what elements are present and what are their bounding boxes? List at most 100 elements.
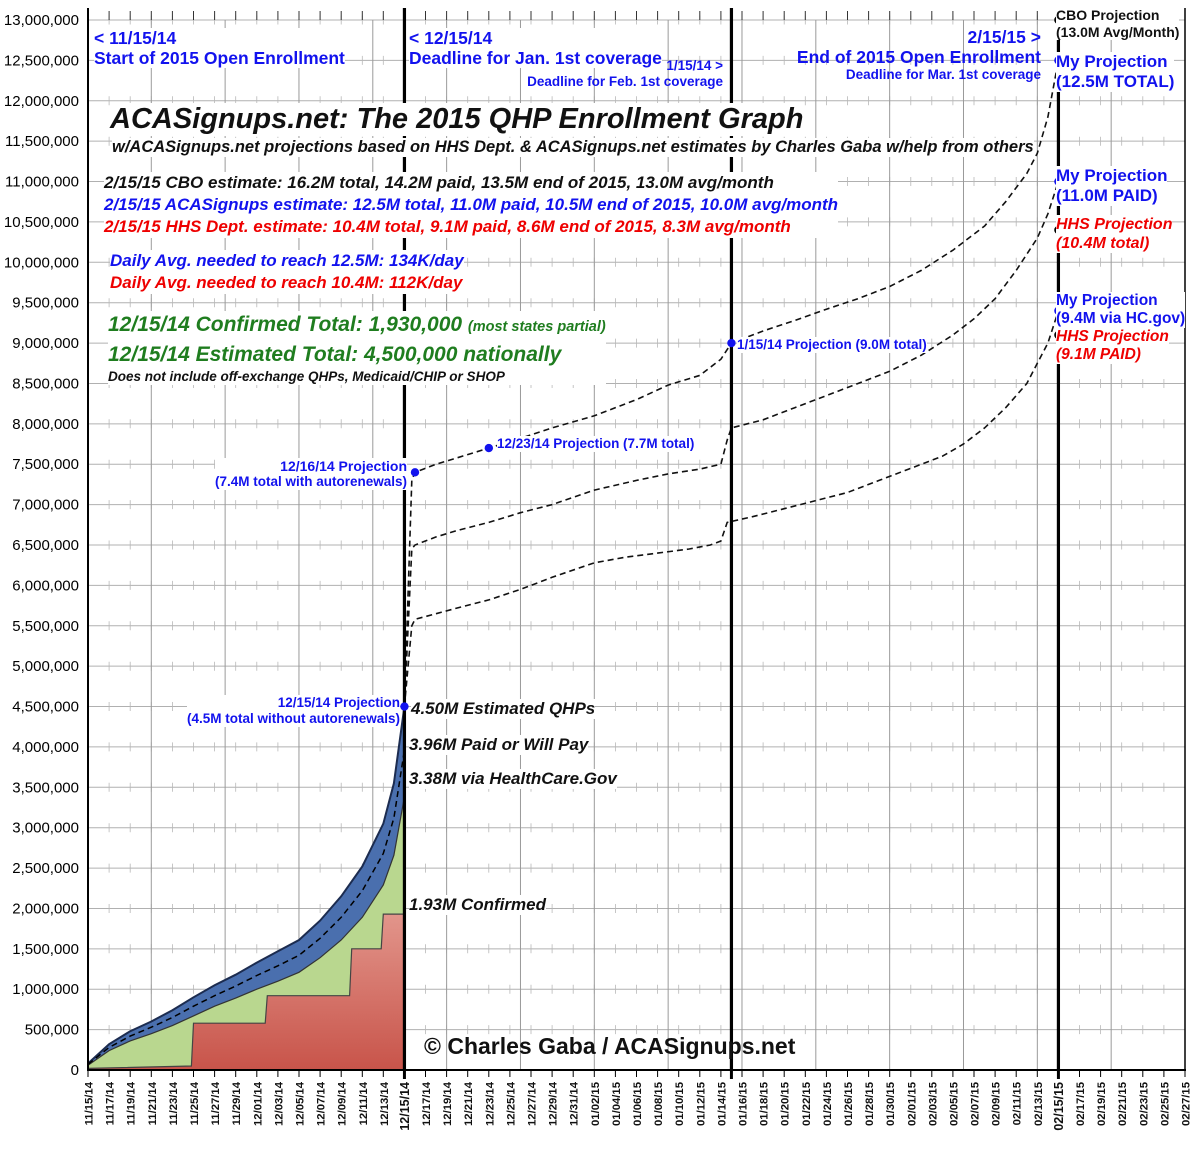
y-tick-label: 5,000,000 — [12, 658, 79, 675]
hhs-total-value: (10.4M total) — [1056, 235, 1150, 252]
mar1-deadline-label: Deadline for Mar. 1st coverage — [845, 67, 1041, 83]
confirmed-note: (most states partial) — [467, 319, 606, 335]
my-hcgov-value: (9.4M via HC.gov) — [1056, 310, 1186, 327]
page-subtitle: w/ACASignups.net projections based on HH… — [112, 138, 1034, 157]
callout-0115-projection: 1/15/14 Projection (9.0M total) — [737, 337, 927, 353]
x-tick-label: 12/25/14 — [505, 1081, 517, 1126]
totals-block: 12/15/14 Confirmed Total: 1,930,000 (mos… — [108, 311, 606, 385]
y-tick-label: 4,000,000 — [12, 739, 79, 756]
x-tick-label: 02/05/15 — [948, 1082, 960, 1126]
x-tick-label: 01/16/15 — [738, 1082, 750, 1126]
y-tick-label: 3,000,000 — [12, 820, 79, 837]
date-marker-1215: < 12/15/14 — [409, 28, 493, 48]
right-label-my-total: My Projection (12.5M TOTAL) — [1056, 52, 1175, 92]
x-tick-label: 01/24/15 — [822, 1082, 834, 1126]
daily-avg-125: Daily Avg. needed to reach 12.5M: 134K/d… — [110, 251, 464, 270]
cbo-projection-title: CBO Projection — [1056, 7, 1160, 23]
y-tick-label: 11,000,000 — [5, 174, 79, 191]
x-tick-label: 02/25/15 — [1159, 1082, 1171, 1126]
open-start-label: Start of 2015 Open Enrollment — [94, 48, 345, 69]
y-tick-label: 2,500,000 — [12, 860, 79, 877]
right-label-my-hcgov: My Projection (9.4M via HC.gov) — [1056, 292, 1186, 328]
x-tick-label: 12/27/14 — [527, 1081, 539, 1126]
x-tick-label: 01/04/15 — [611, 1082, 623, 1126]
annotation-feb1-deadline: 1/15/14 > Deadline for Feb. 1st coverage — [527, 58, 723, 89]
y-tick-label: 11,500,000 — [5, 133, 79, 150]
x-tick-label: 01/20/15 — [780, 1082, 792, 1126]
x-tick-label: 11/29/14 — [231, 1081, 243, 1125]
x-tick-label: 11/19/14 — [126, 1081, 138, 1125]
label-confirmed: 1.93M Confirmed — [409, 895, 546, 915]
hcgov-projection — [403, 310, 1060, 707]
x-tick-label: 01/22/15 — [801, 1082, 813, 1126]
annotation-open-end: 2/15/15 > End of 2015 Open Enrollment De… — [797, 27, 1041, 83]
y-tick-label: 1,000,000 — [12, 981, 79, 998]
my-hcgov-title: My Projection — [1056, 292, 1158, 309]
y-tick-label: 4,500,000 — [12, 699, 79, 716]
hhs-estimate-line: 2/15/15 HHS Dept. estimate: 10.4M total,… — [104, 217, 791, 236]
x-tick-label: 02/11/15 — [1012, 1082, 1024, 1125]
x-tick-label: 12/09/14 — [337, 1081, 349, 1126]
hhs-paid-value: (9.1M PAID) — [1056, 346, 1141, 363]
x-tick-label: 11/23/14 — [168, 1081, 180, 1125]
x-tick-label: 12/29/14 — [548, 1081, 560, 1126]
projection-dot-blue — [727, 338, 736, 348]
x-tick-label: 02/07/15 — [970, 1082, 982, 1126]
confirmed-total-line: 12/15/14 Confirmed Total: 1,930,000 (mos… — [108, 311, 606, 341]
area-edge — [87, 913, 405, 1069]
daily-avg-104: Daily Avg. needed to reach 10.4M: 112K/d… — [110, 273, 463, 292]
date-marker-1115: < 11/15/14 — [94, 28, 177, 48]
copyright-credit: © Charles Gaba / ACASignups.net — [424, 1033, 796, 1059]
x-tick-label: 12/05/14 — [295, 1081, 307, 1126]
y-tick-label: 7,500,000 — [12, 456, 79, 473]
y-tick-label: 5,500,000 — [12, 618, 79, 635]
x-tick-label: 11/15/14 — [84, 1081, 96, 1125]
x-tick-label: 01/28/15 — [864, 1082, 876, 1126]
x-tick-label: 01/08/15 — [653, 1082, 665, 1126]
annotation-open-start: < 11/15/14 Start of 2015 Open Enrollment — [94, 28, 345, 69]
x-tick-label: 11/27/14 — [210, 1081, 222, 1125]
x-tick-label: 12/17/14 — [421, 1081, 433, 1126]
y-tick-label: 500,000 — [25, 1022, 79, 1039]
y-tick-label: 10,500,000 — [4, 214, 79, 231]
cbo-projection-value: (13.0M Avg/Month) — [1056, 23, 1180, 40]
date-marker-0215: 2/15/15 > — [967, 27, 1041, 47]
right-label-hhs-paid: HHS Projection (9.1M PAID) — [1056, 328, 1169, 364]
y-tick-label: 1,500,000 — [12, 941, 79, 958]
x-tick-label: 12/31/14 — [569, 1081, 581, 1126]
x-tick-label: 01/14/15 — [716, 1082, 728, 1126]
y-tick-label: 9,500,000 — [12, 295, 79, 312]
y-tick-label: 12,000,000 — [4, 93, 79, 110]
x-tick-label: 02/19/15 — [1096, 1082, 1108, 1126]
label-paid: 3.96M Paid or Will Pay — [409, 735, 589, 755]
estimated-total: 12/15/14 Estimated Total: 4,500,000 nati… — [108, 343, 562, 366]
x-tick-label: 12/13/14 — [379, 1081, 391, 1126]
right-label-hhs-total: HHS Projection (10.4M total) — [1056, 215, 1173, 253]
x-tick-label: 02/09/15 — [991, 1082, 1003, 1126]
x-tick-label: 01/12/15 — [695, 1082, 707, 1126]
x-tick-label: 01/18/15 — [759, 1082, 771, 1126]
page-title: ACASignups.net: The 2015 QHP Enrollment … — [110, 103, 804, 137]
x-tick-label: 02/01/15 — [906, 1082, 918, 1126]
right-label-cbo: CBO Projection (13.0M Avg/Month) — [1056, 7, 1180, 40]
x-tick-label: 11/21/14 — [147, 1081, 159, 1125]
y-tick-label: 8,500,000 — [12, 375, 79, 392]
projection-dot-blue — [484, 443, 494, 453]
callout-1216-line1: 12/16/14 Projection — [280, 458, 407, 474]
x-tick-label: 12/15/14 — [398, 1082, 412, 1131]
x-tick-label: 02/13/15 — [1033, 1082, 1045, 1126]
callout-1215-line2: (4.5M total without autorenewals) — [186, 711, 400, 726]
x-tick-label: 12/11/14 — [358, 1081, 370, 1125]
y-tick-label: 0 — [71, 1062, 79, 1079]
y-tick-label: 9,000,000 — [12, 335, 79, 352]
date-marker-0115: 1/15/14 > — [666, 58, 723, 73]
y-tick-label: 6,500,000 — [12, 537, 79, 554]
y-tick-label: 6,000,000 — [12, 577, 79, 594]
x-tick-label: 12/01/14 — [252, 1081, 264, 1126]
x-tick-label: 11/25/14 — [189, 1081, 201, 1125]
confirmed-total: 12/15/14 Confirmed Total: 1,930,000 — [108, 313, 463, 336]
x-tick-label: 01/10/15 — [674, 1082, 686, 1126]
x-tick-label: 12/21/14 — [463, 1081, 475, 1126]
area-fill — [88, 914, 405, 1070]
x-tick-label: 01/06/15 — [632, 1082, 644, 1126]
